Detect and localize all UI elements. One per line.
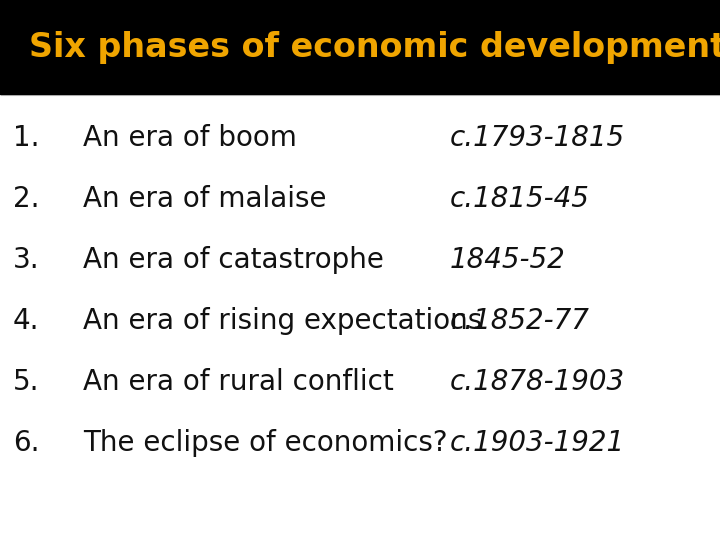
- Text: c.1815-45: c.1815-45: [450, 185, 590, 213]
- Text: c.1793-1815: c.1793-1815: [450, 124, 625, 152]
- Text: c.1852-77: c.1852-77: [450, 307, 590, 335]
- Text: An era of boom: An era of boom: [83, 124, 297, 152]
- Text: 1.: 1.: [13, 124, 40, 152]
- Text: An era of rising expectations: An era of rising expectations: [83, 307, 482, 335]
- Text: Six phases of economic development: Six phases of economic development: [29, 31, 720, 64]
- Text: An era of catastrophe: An era of catastrophe: [83, 246, 384, 274]
- Bar: [0, 0, 720, 94]
- Text: 6.: 6.: [13, 429, 40, 457]
- Text: The eclipse of economics?: The eclipse of economics?: [83, 429, 447, 457]
- Text: c.1903-1921: c.1903-1921: [450, 429, 625, 457]
- Text: An era of malaise: An era of malaise: [83, 185, 326, 213]
- Text: An era of rural conflict: An era of rural conflict: [83, 368, 394, 396]
- Text: 2.: 2.: [13, 185, 40, 213]
- Text: 1845-52: 1845-52: [450, 246, 566, 274]
- Text: 3.: 3.: [13, 246, 40, 274]
- Text: c.1878-1903: c.1878-1903: [450, 368, 625, 396]
- Text: 4.: 4.: [13, 307, 40, 335]
- Text: 5.: 5.: [13, 368, 40, 396]
